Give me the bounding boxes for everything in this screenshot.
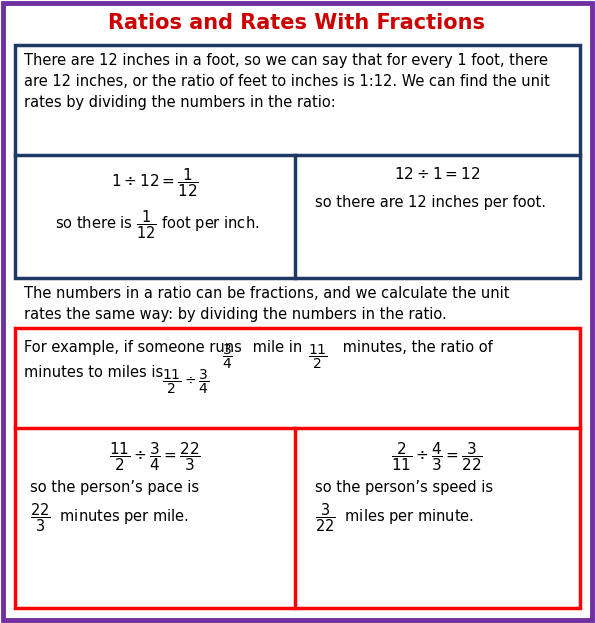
- Text: $\dfrac{22}{3}$  minutes per mile.: $\dfrac{22}{3}$ minutes per mile.: [30, 501, 189, 533]
- FancyBboxPatch shape: [15, 328, 580, 608]
- Text: $1\div12=\dfrac{1}{12}$: $1\div12=\dfrac{1}{12}$: [111, 166, 199, 199]
- Text: The numbers in a ratio can be fractions, and we calculate the unit
rates the sam: The numbers in a ratio can be fractions,…: [24, 286, 509, 322]
- Text: mile in: mile in: [248, 340, 307, 355]
- Text: $\dfrac{3}{4}$: $\dfrac{3}{4}$: [222, 343, 233, 371]
- FancyBboxPatch shape: [15, 45, 580, 278]
- Text: minutes to miles is: minutes to miles is: [24, 365, 168, 380]
- Text: so there is $\dfrac{1}{12}$ foot per inch.: so there is $\dfrac{1}{12}$ foot per inc…: [55, 208, 259, 240]
- Text: $\dfrac{11}{2}$: $\dfrac{11}{2}$: [308, 343, 328, 371]
- Text: $\dfrac{2}{11}\div\dfrac{4}{3}=\dfrac{3}{22}$: $\dfrac{2}{11}\div\dfrac{4}{3}=\dfrac{3}…: [391, 440, 483, 473]
- Text: so the person’s pace is: so the person’s pace is: [30, 480, 199, 495]
- Text: $\dfrac{3}{22}$  miles per minute.: $\dfrac{3}{22}$ miles per minute.: [315, 501, 474, 533]
- Text: so there are 12 inches per foot.: so there are 12 inches per foot.: [315, 195, 546, 210]
- Text: minutes, the ratio of: minutes, the ratio of: [338, 340, 493, 355]
- Text: $\dfrac{11}{2}\div\dfrac{3}{4}$: $\dfrac{11}{2}\div\dfrac{3}{4}$: [162, 368, 209, 396]
- Text: $12\div1=12$: $12\div1=12$: [394, 166, 480, 182]
- Text: so the person’s speed is: so the person’s speed is: [315, 480, 493, 495]
- Text: $\dfrac{11}{2}\div\dfrac{3}{4}=\dfrac{22}{3}$: $\dfrac{11}{2}\div\dfrac{3}{4}=\dfrac{22…: [109, 440, 201, 473]
- FancyBboxPatch shape: [3, 3, 592, 620]
- Text: Ratios and Rates With Fractions: Ratios and Rates With Fractions: [108, 13, 486, 33]
- Text: For example, if someone runs: For example, if someone runs: [24, 340, 246, 355]
- Text: There are 12 inches in a foot, so we can say that for every 1 foot, there
are 12: There are 12 inches in a foot, so we can…: [24, 53, 550, 110]
